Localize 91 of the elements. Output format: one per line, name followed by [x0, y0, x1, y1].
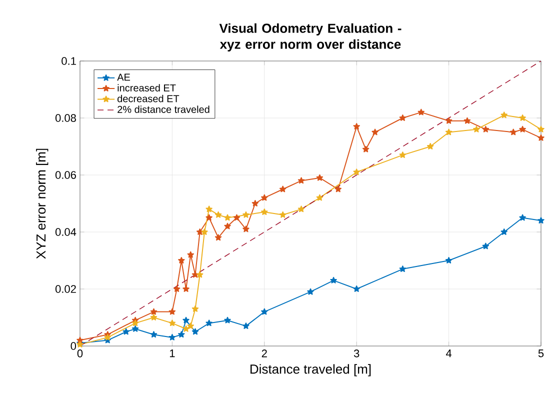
point	[206, 320, 212, 326]
point	[445, 128, 452, 136]
point	[132, 320, 139, 326]
point	[298, 177, 305, 184]
point	[261, 308, 268, 315]
point	[182, 316, 190, 324]
point	[330, 276, 337, 284]
x-tick-label: 2	[262, 350, 267, 358]
y-tick-label: 0.06	[55, 171, 76, 179]
point	[427, 142, 434, 150]
point	[122, 328, 130, 335]
legend-label: increased ET	[118, 84, 176, 92]
point	[150, 314, 158, 320]
point	[242, 211, 250, 218]
point	[182, 325, 190, 332]
chart-title: Visual Odometry Evaluation - xyz error norm over distance	[219, 23, 402, 52]
point	[334, 186, 342, 192]
point	[464, 117, 471, 124]
point	[399, 114, 406, 121]
point	[196, 271, 204, 278]
point	[298, 206, 305, 212]
y-tick-label: 0.08	[55, 114, 76, 122]
point	[279, 211, 286, 218]
point	[353, 286, 360, 292]
point	[510, 128, 517, 136]
point	[206, 214, 212, 221]
x-tick-label: 0	[77, 350, 83, 358]
point	[519, 114, 526, 121]
point	[192, 271, 199, 278]
y-tick-label: 0.04	[55, 228, 76, 236]
point	[187, 251, 194, 258]
y-tick-label: 0.02	[55, 285, 76, 293]
point	[519, 126, 526, 132]
point	[307, 288, 314, 295]
point	[150, 308, 158, 315]
point	[445, 257, 452, 264]
point	[192, 328, 199, 335]
point	[399, 266, 406, 272]
point	[316, 194, 324, 201]
point	[362, 146, 370, 152]
x-axis-title: Distance traveled [m]	[250, 364, 371, 376]
point	[173, 286, 180, 292]
point	[519, 214, 526, 221]
y-tick-label: 0.1	[62, 57, 76, 65]
point	[242, 322, 250, 329]
point	[372, 128, 378, 136]
point	[168, 334, 176, 340]
point	[224, 316, 231, 324]
point	[132, 325, 139, 332]
point	[182, 286, 190, 292]
y-axis-title: XYZ error norm [m]	[36, 148, 48, 259]
legend-label: AE	[117, 74, 130, 81]
point	[206, 206, 212, 212]
legend-label: 2% distance traveled	[118, 106, 210, 113]
point	[482, 242, 490, 250]
point	[353, 168, 360, 176]
legend-label: decreased ET	[118, 94, 180, 102]
point	[316, 174, 324, 181]
point	[473, 126, 480, 132]
point	[224, 214, 231, 221]
point	[214, 234, 222, 241]
point	[445, 117, 452, 124]
point	[192, 305, 199, 312]
point	[482, 126, 490, 132]
point	[399, 152, 406, 158]
point	[418, 108, 424, 116]
point	[224, 222, 231, 230]
point	[353, 123, 360, 130]
point	[214, 211, 222, 218]
point	[168, 320, 176, 326]
point	[178, 331, 185, 338]
point	[178, 257, 185, 264]
point	[233, 214, 240, 221]
point	[150, 331, 158, 338]
point	[201, 228, 208, 235]
x-tick-label: 4	[446, 350, 452, 358]
point	[500, 228, 508, 235]
x-tick-label: 3	[354, 350, 360, 358]
point	[261, 208, 268, 215]
point	[187, 322, 194, 329]
x-tick-label: 5	[538, 350, 544, 358]
point	[196, 228, 204, 235]
point	[261, 194, 268, 201]
point	[168, 308, 176, 315]
point	[252, 200, 259, 206]
point	[500, 112, 508, 118]
y-tick-label: 0	[70, 342, 76, 350]
point	[242, 226, 250, 232]
point	[104, 334, 112, 340]
x-tick-label: 1	[170, 350, 175, 358]
point	[279, 186, 286, 192]
